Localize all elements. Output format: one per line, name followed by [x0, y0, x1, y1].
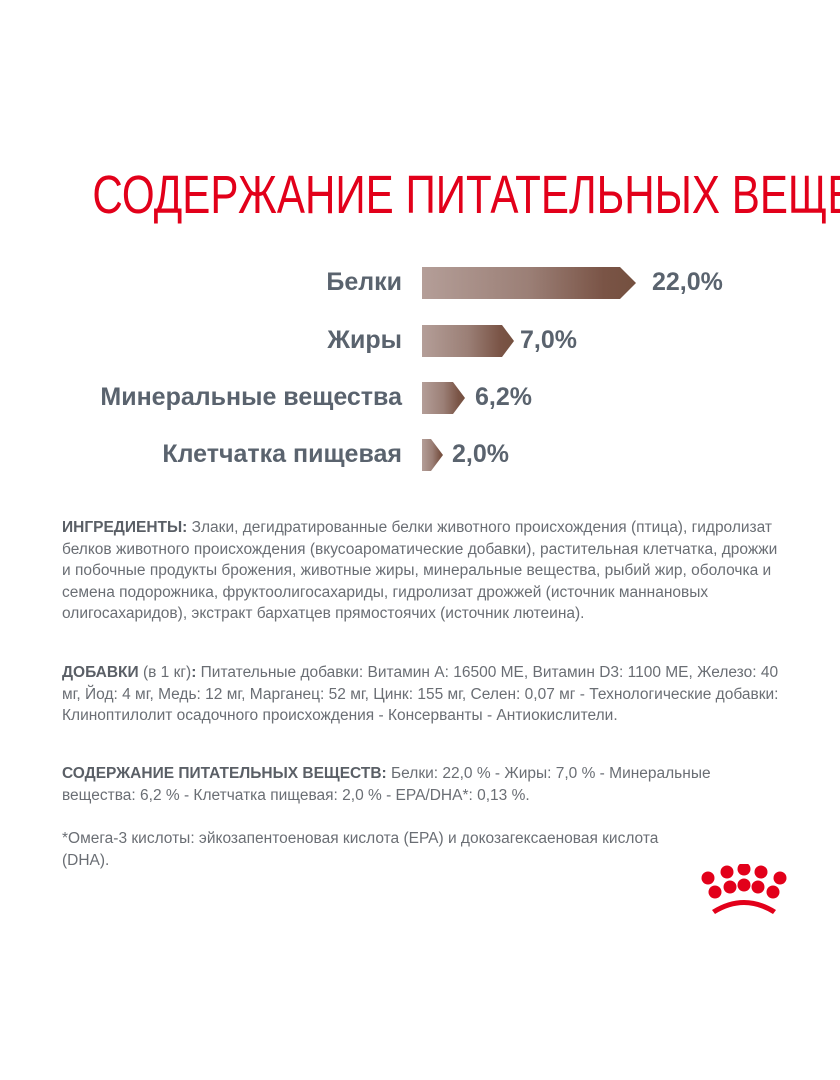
additives-colon: :	[191, 664, 197, 681]
bar-value: 6,2%	[475, 383, 532, 411]
additives-text: Питательные добавки: Витамин А: 16500 МЕ…	[62, 664, 779, 724]
ingredients-text: Злаки, дегидратированные белки животного…	[62, 519, 778, 622]
ingredients-heading: ИНГРЕДИЕНТЫ:	[62, 519, 188, 536]
bar	[422, 382, 465, 414]
bar-label: Жиры	[327, 326, 402, 354]
bar-label: Белки	[326, 268, 402, 296]
bar-row-fat: Жиры 7,0%	[0, 323, 840, 363]
nutrients-heading: СОДЕРЖАНИЕ ПИТАТЕЛЬНЫХ ВЕЩЕСТВ:	[62, 765, 387, 782]
bar	[422, 439, 443, 471]
bar	[422, 267, 636, 299]
bar-value: 22,0%	[652, 268, 723, 296]
bar-label: Минеральные вещества	[100, 383, 402, 411]
bar	[422, 325, 514, 357]
bar-row-fiber: Клетчатка пищевая 2,0%	[0, 437, 840, 477]
ingredients-paragraph: ИНГРЕДИЕНТЫ: Злаки, дегидратированные бе…	[62, 517, 782, 625]
bar-value: 7,0%	[520, 326, 577, 354]
bar-label: Клетчатка пищевая	[162, 440, 402, 468]
page-title: СОДЕРЖАНИЕ ПИТАТЕЛЬНЫХ ВЕЩЕСТВ	[92, 165, 840, 225]
nutrients-paragraph: СОДЕРЖАНИЕ ПИТАТЕЛЬНЫХ ВЕЩЕСТВ: Белки: 2…	[62, 763, 782, 806]
additives-heading: ДОБАВКИ	[62, 664, 139, 681]
bar-row-minerals: Минеральные вещества 6,2%	[0, 380, 840, 420]
bar-value: 2,0%	[452, 440, 509, 468]
nutrients-text: Белки: 22,0 % - Жиры: 7,0 % - Минеральны…	[62, 765, 711, 804]
bar-row-protein: Белки 22,0%	[0, 265, 840, 305]
additives-paragraph: ДОБАВКИ (в 1 кг): Питательные добавки: В…	[62, 662, 782, 727]
additives-unit-note: (в 1 кг)	[138, 664, 192, 681]
footnote: *Омега-3 кислоты: эйкозапентоеновая кисл…	[62, 830, 659, 869]
royal-canin-crown-icon	[701, 864, 787, 914]
